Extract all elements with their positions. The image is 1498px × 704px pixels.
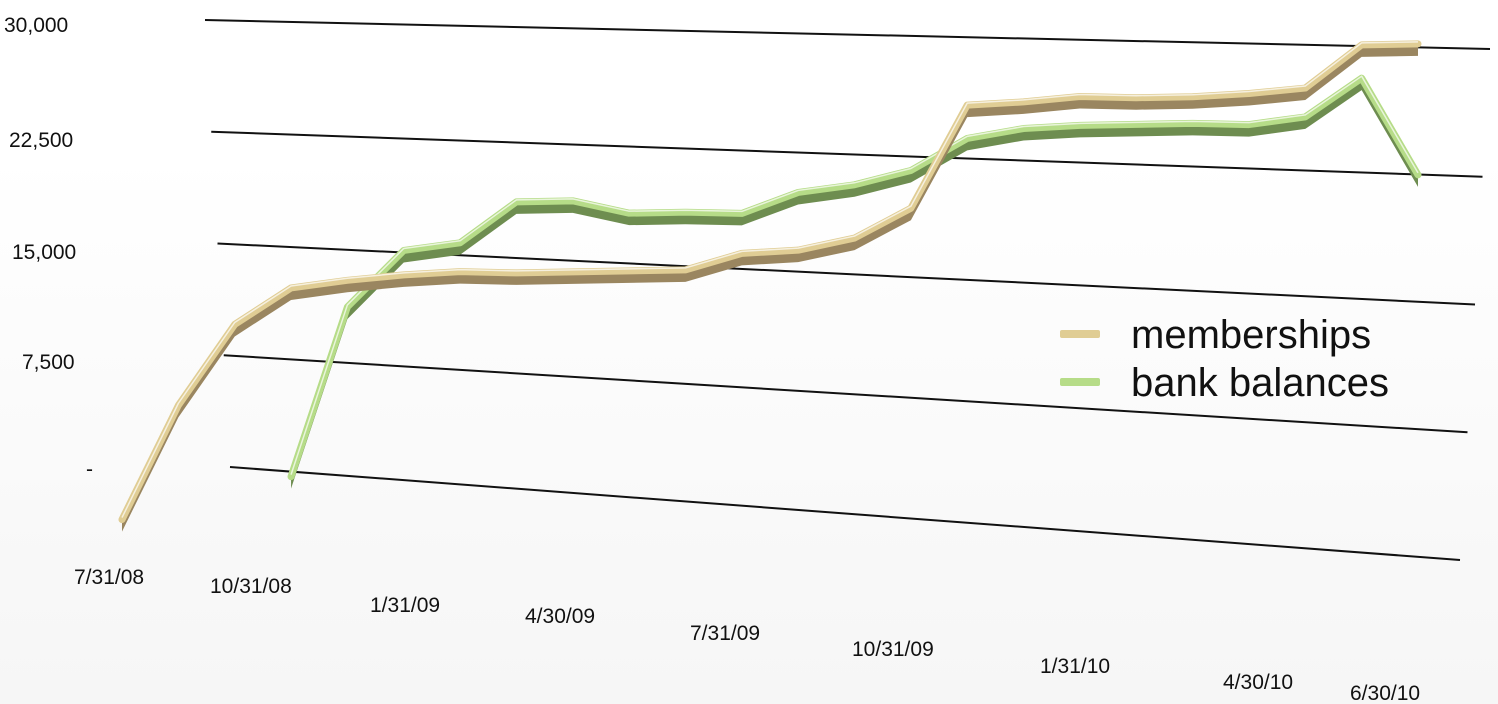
legend-label: bank balances — [1131, 361, 1389, 405]
gridline — [211, 130, 1483, 178]
gridline — [223, 354, 1468, 434]
legend-swatch — [1060, 330, 1100, 338]
series-layer — [118, 40, 1422, 532]
x-tick-label: 4/30/10 — [1223, 671, 1293, 694]
y-tick-label: 15,000 — [12, 241, 76, 264]
x-tick-label: 7/31/08 — [74, 566, 144, 589]
x-tick-label: 10/31/09 — [852, 638, 934, 661]
legend-swatch — [1060, 378, 1100, 386]
y-tick-label: 7,500 — [22, 351, 75, 374]
x-axis-ticks: 7/31/08 10/31/08 1/31/09 4/30/09 7/31/09 10/3… — [74, 566, 1420, 704]
series-line-memberships — [118, 40, 1422, 524]
series-highlight-memberships — [121, 41, 1419, 518]
gridline — [204, 19, 1491, 50]
gridlines — [204, 19, 1491, 561]
x-tick-label: 1/31/10 — [1040, 655, 1110, 678]
y-axis-ticks: 30,000 22,500 15,000 7,500 - — [4, 14, 93, 481]
legend-label: memberships — [1131, 313, 1371, 357]
y-tick-label: 30,000 — [4, 14, 68, 37]
x-tick-label: 4/30/09 — [525, 605, 595, 628]
y-tick-label: - — [86, 458, 93, 481]
x-tick-label: 7/31/09 — [690, 622, 760, 645]
x-tick-label: 10/31/08 — [210, 575, 292, 598]
series-highlight-bank-balances — [290, 75, 1419, 475]
x-tick-label: 1/31/09 — [370, 594, 440, 617]
gridline — [229, 466, 1461, 561]
x-tick-label: 6/30/10 — [1350, 682, 1420, 704]
y-tick-label: 22,500 — [9, 129, 73, 152]
